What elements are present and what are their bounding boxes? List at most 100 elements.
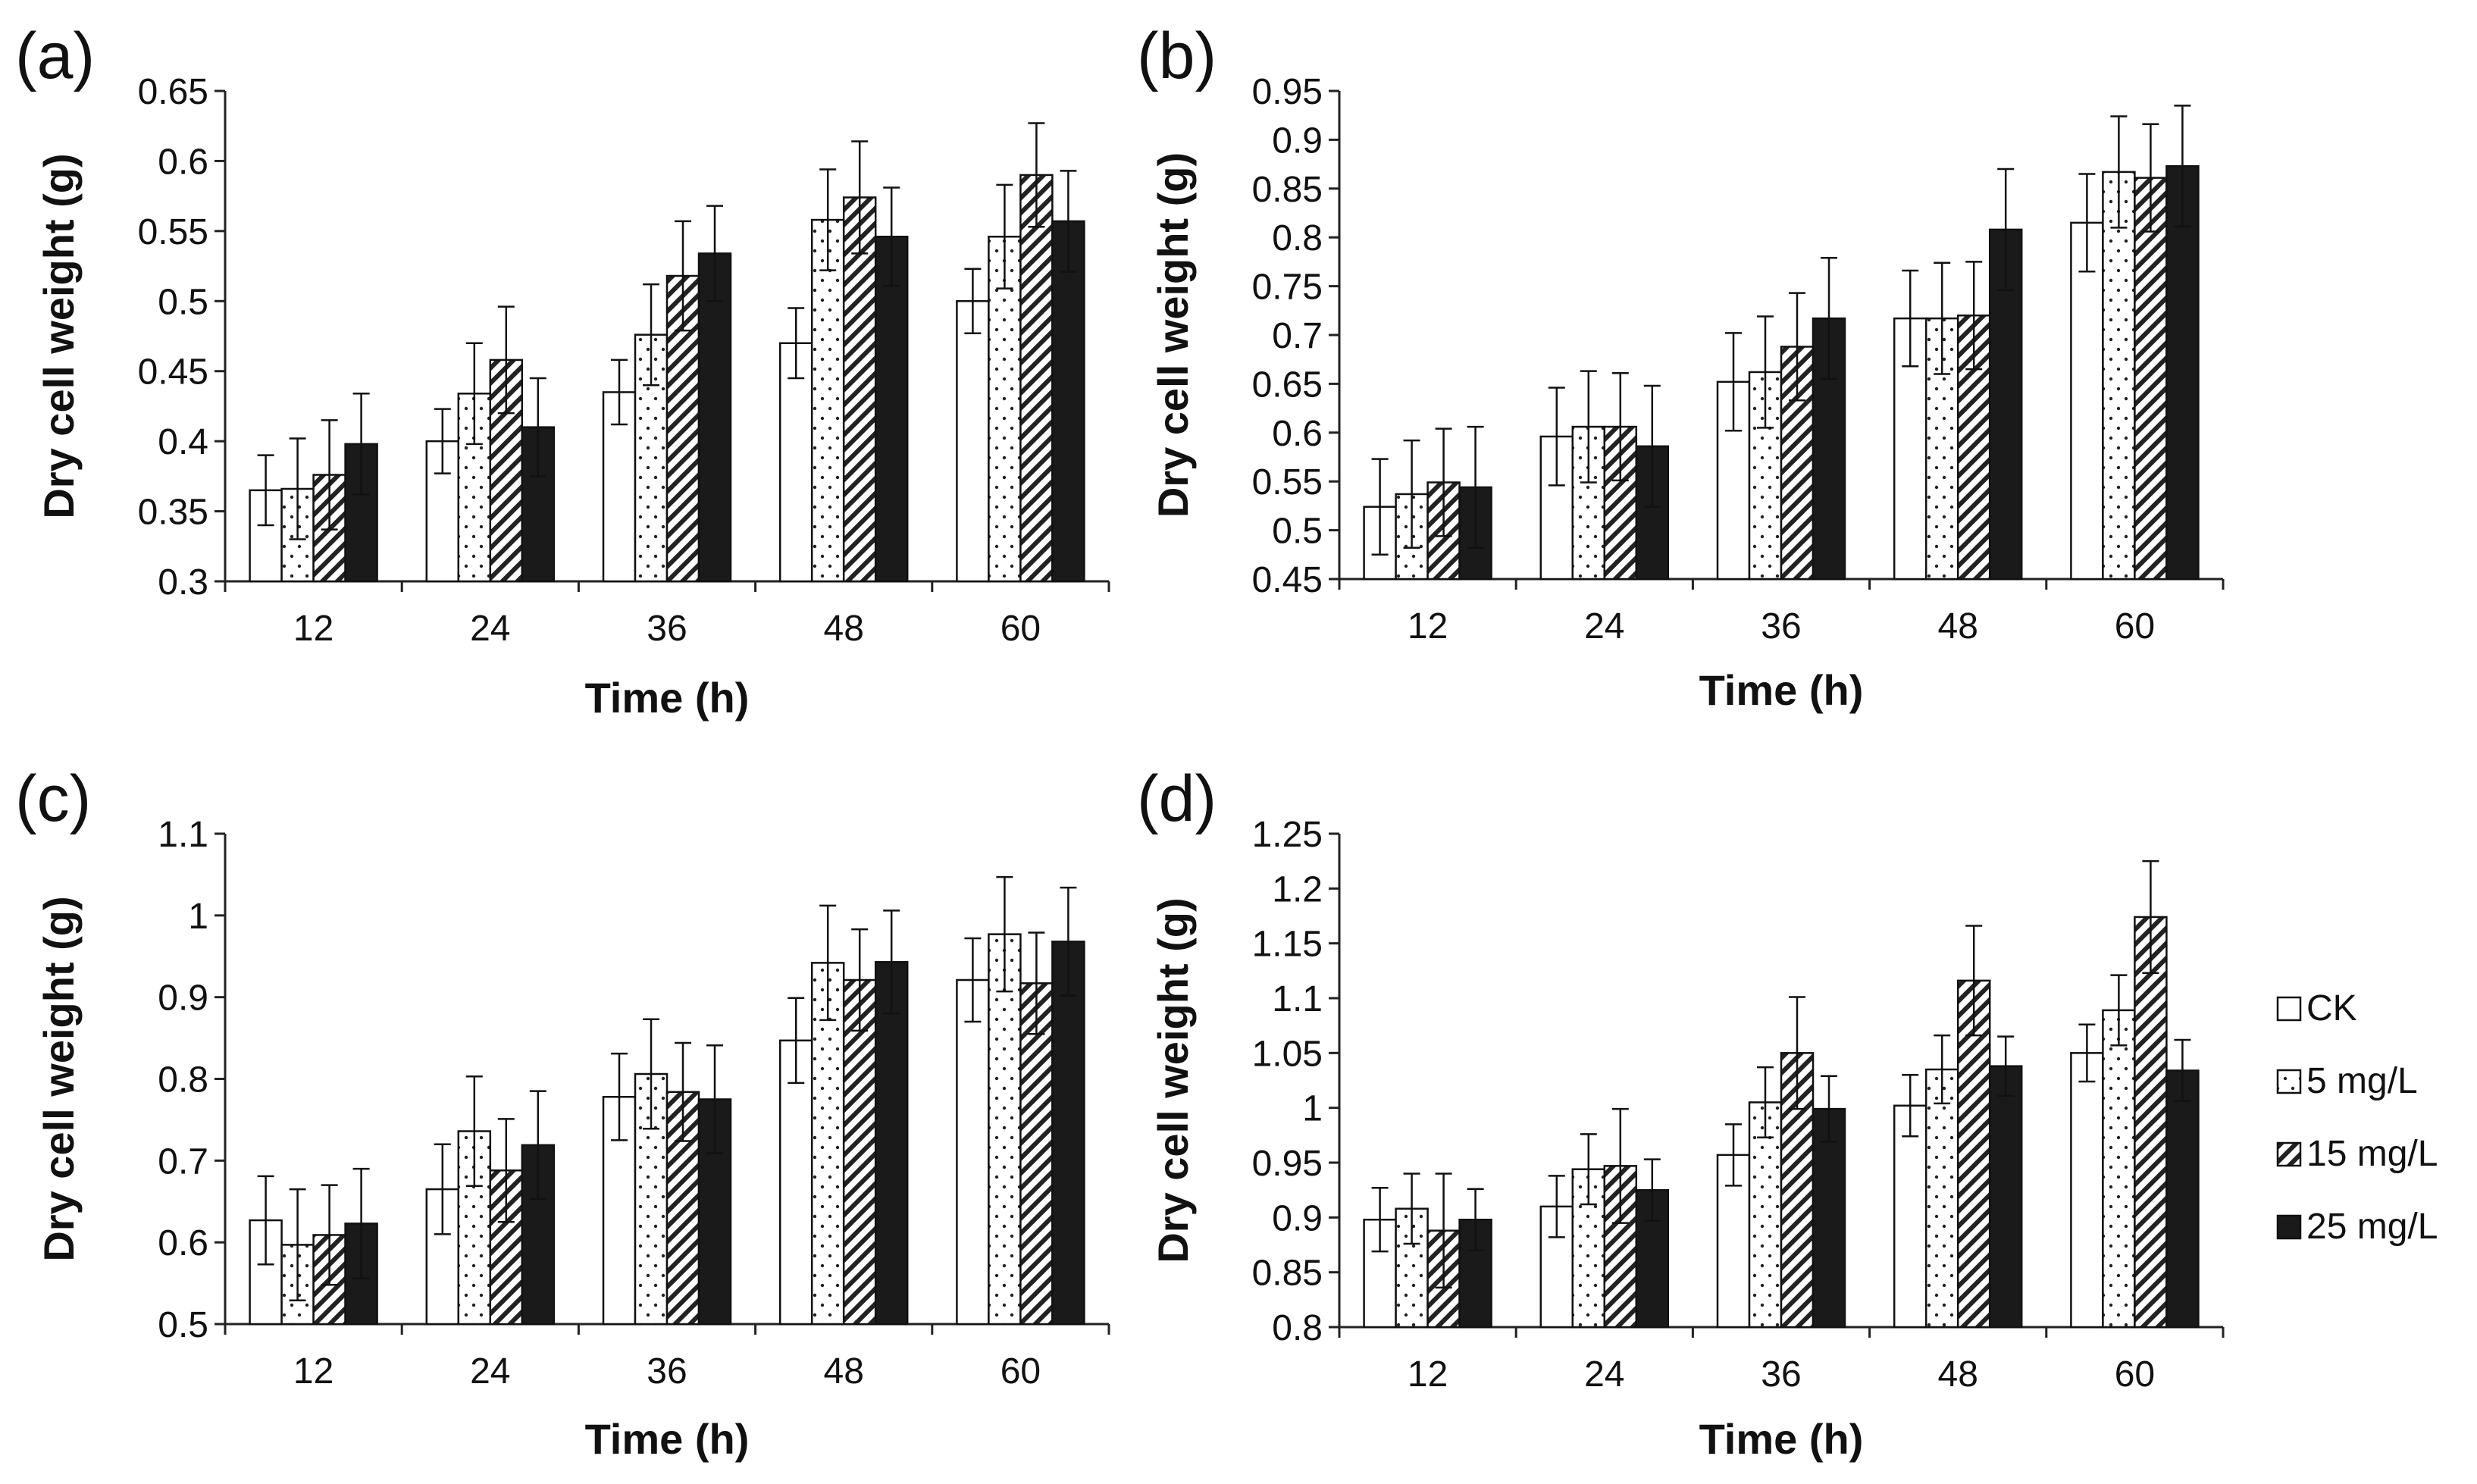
bar-15mgl-60h bbox=[2134, 916, 2168, 1329]
y-tick-label: 0.8 bbox=[1272, 218, 1323, 258]
y-tick-label: 0.85 bbox=[1252, 170, 1323, 210]
x-tick-label: 12 bbox=[1408, 1354, 1448, 1395]
y-tick-label: 0.8 bbox=[1272, 1308, 1323, 1348]
bar-ck-60h bbox=[956, 300, 990, 583]
x-tick-label: 48 bbox=[1938, 606, 1978, 647]
y-axis-title: Dry cell weight (g) bbox=[35, 896, 83, 1261]
bar-25mgl-36h bbox=[697, 252, 732, 583]
bar-ck-48h bbox=[1893, 1104, 1927, 1329]
x-tick-label: 48 bbox=[824, 609, 864, 649]
legend-swatch-25mgl bbox=[2276, 1214, 2302, 1240]
y-tick-label: 0.35 bbox=[138, 493, 208, 533]
y-tick-label: 0.4 bbox=[158, 422, 208, 462]
bar-15mgl-48h bbox=[842, 196, 877, 583]
y-tick-label: 0.55 bbox=[138, 212, 208, 252]
bar-25mgl-48h bbox=[874, 236, 909, 583]
bar-15mgl-24h bbox=[489, 1169, 524, 1326]
legend-label-ck: CK bbox=[2306, 988, 2357, 1028]
y-tick-label: 1.1 bbox=[1272, 979, 1323, 1019]
x-tick-label: 12 bbox=[293, 1351, 334, 1392]
x-tick-label: 24 bbox=[470, 1351, 510, 1392]
panel-c: 0.5 0.6 0.7 0.8 0.9 1 1.1 12 24 36 48 60 Time (h) Dry… bbox=[15, 762, 1110, 1463]
panel-label: (c) bbox=[15, 762, 91, 835]
y-tick-label: 0.7 bbox=[158, 1141, 208, 1182]
panel-a: 0.3 0.35 0.4 0.45 0.5 0.55 0.6 0.65 12 24 36 48 60 Ti… bbox=[15, 20, 1110, 722]
legend-label-25mgl: 25 mg/L bbox=[2306, 1207, 2438, 1247]
y-tick-label: 0.8 bbox=[158, 1060, 208, 1100]
x-tick-label: 24 bbox=[470, 609, 510, 649]
x-tick-label: 36 bbox=[647, 1351, 687, 1392]
y-tick-label: 0.6 bbox=[158, 1223, 208, 1263]
y-tick-label: 0.55 bbox=[1252, 462, 1323, 502]
bar-5mgl-60h bbox=[2102, 1009, 2136, 1329]
y-tick-label: 0.95 bbox=[1252, 1144, 1323, 1184]
y-tick-label: 0.45 bbox=[138, 352, 208, 393]
x-tick-label: 60 bbox=[1001, 609, 1041, 649]
x-tick-label: 12 bbox=[1408, 606, 1448, 647]
bar-5mgl-60h bbox=[988, 933, 1022, 1326]
y-tick-label: 0.45 bbox=[1252, 560, 1323, 600]
x-axis-title: Time (h) bbox=[1699, 1415, 1864, 1463]
legend-swatch-ck bbox=[2276, 996, 2302, 1022]
y-tick-label: 0.75 bbox=[1252, 268, 1323, 308]
y-tick-label: 1.15 bbox=[1252, 925, 1323, 965]
y-tick-label: 0.9 bbox=[158, 978, 208, 1019]
x-tick-label: 36 bbox=[1761, 1354, 1801, 1395]
bar-25mgl-36h bbox=[1812, 1107, 1846, 1329]
x-axis-title: Time (h) bbox=[585, 674, 750, 722]
bar-ck-60h bbox=[2070, 1052, 2104, 1329]
y-tick-label: 0.3 bbox=[158, 562, 208, 603]
x-tick-label: 60 bbox=[2115, 606, 2155, 647]
x-tick-label: 48 bbox=[1938, 1354, 1978, 1395]
y-tick-label: 0.85 bbox=[1252, 1254, 1323, 1294]
bar-5mgl-48h bbox=[810, 218, 845, 583]
bar-25mgl-60h bbox=[1051, 220, 1085, 583]
y-axis-title: Dry cell weight (g) bbox=[1149, 897, 1197, 1263]
y-tick-label: 1.25 bbox=[1252, 815, 1323, 855]
legend-label-15mgl: 15 mg/L bbox=[2306, 1134, 2438, 1174]
y-tick-label: 1 bbox=[1302, 1089, 1323, 1129]
legend: CK 5 mg/L 15 mg/L 25 mg/L bbox=[2276, 988, 2438, 1247]
bar-5mgl-60h bbox=[988, 236, 1022, 583]
bar-25mgl-60h bbox=[2165, 164, 2200, 581]
y-tick-label: 1.2 bbox=[1272, 869, 1323, 909]
x-tick-label: 60 bbox=[2115, 1354, 2155, 1395]
bar-5mgl-36h bbox=[1748, 1101, 1783, 1329]
x-tick-label: 36 bbox=[1761, 606, 1801, 647]
y-tick-label: 0.65 bbox=[1252, 365, 1323, 405]
legend-swatch-5mgl bbox=[2276, 1069, 2302, 1094]
bar-25mgl-60h bbox=[1051, 941, 1085, 1326]
y-tick-label: 0.7 bbox=[1272, 316, 1323, 356]
x-tick-label: 60 bbox=[1001, 1351, 1041, 1392]
y-tick-label: 0.6 bbox=[1272, 414, 1323, 454]
panel-label: (a) bbox=[15, 20, 95, 92]
bar-15mgl-48h bbox=[1956, 979, 1991, 1329]
legend-label-5mgl: 5 mg/L bbox=[2306, 1061, 2418, 1101]
bar-5mgl-48h bbox=[1924, 1068, 1959, 1329]
y-tick-label: 0.9 bbox=[1272, 1198, 1323, 1238]
y-tick-label: 0.65 bbox=[138, 72, 208, 112]
bar-ck-60h bbox=[2070, 221, 2104, 581]
x-tick-label: 12 bbox=[293, 609, 334, 649]
bar-25mgl-48h bbox=[1988, 1065, 2023, 1329]
panel-d: 0.8 0.85 0.9 0.95 1 1.05 1.1 1.15 1.2 1.25 12 24 36 4… bbox=[1137, 762, 2225, 1463]
y-tick-label: 0.5 bbox=[1272, 512, 1323, 552]
bar-5mgl-60h bbox=[2102, 171, 2136, 581]
x-axis-title: Time (h) bbox=[585, 1415, 750, 1463]
bar-25mgl-60h bbox=[2165, 1069, 2200, 1329]
x-tick-label: 36 bbox=[647, 609, 687, 649]
y-tick-label: 1.05 bbox=[1252, 1034, 1323, 1074]
y-tick-label: 0.6 bbox=[158, 142, 208, 182]
bar-15mgl-60h bbox=[2134, 177, 2168, 581]
panel-label: (b) bbox=[1137, 20, 1217, 92]
bar-ck-60h bbox=[956, 978, 990, 1326]
y-axis-title: Dry cell weight (g) bbox=[1149, 152, 1197, 518]
bar-25mgl-12h bbox=[344, 443, 378, 583]
bar-15mgl-60h bbox=[1019, 982, 1054, 1326]
panel-label: (d) bbox=[1137, 762, 1217, 835]
x-tick-label: 24 bbox=[1584, 606, 1624, 647]
y-tick-label: 1 bbox=[188, 897, 208, 937]
y-axis-title: Dry cell weight (g) bbox=[35, 153, 83, 518]
y-tick-label: 0.5 bbox=[158, 282, 208, 322]
